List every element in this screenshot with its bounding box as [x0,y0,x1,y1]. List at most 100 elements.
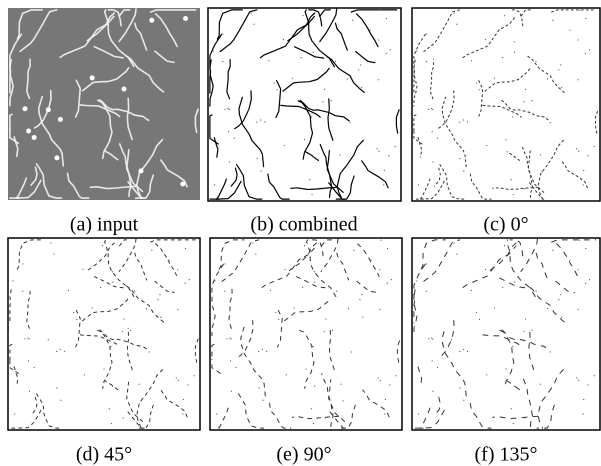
speck [285,374,287,376]
neurite [527,285,565,323]
speck [512,116,514,118]
speck [577,308,579,310]
image-border [7,237,201,431]
speck [470,289,472,292]
speck [390,279,392,281]
speck [539,383,542,385]
neurite [328,327,335,371]
neurite [149,9,197,13]
speck [470,60,472,62]
speck [349,122,351,124]
speck [323,330,325,333]
neurite [501,329,551,351]
speck [388,155,390,157]
neurite [155,243,178,277]
neurite [420,239,446,270]
speck [302,15,304,17]
speck [531,100,533,102]
neurite [236,164,263,200]
speck [478,318,480,320]
speck [322,101,324,103]
speck [108,408,110,410]
speck [377,39,380,41]
speck [376,148,378,150]
speck [330,100,332,102]
speck [230,338,232,340]
speck [292,77,294,79]
panel-image [8,8,200,200]
neurite [209,180,242,200]
speck [312,51,314,53]
speck [275,311,277,314]
speck [588,279,591,281]
panel-image [412,8,600,201]
neurite [89,185,138,190]
speck [121,330,123,333]
speck [310,116,313,118]
neurite [434,167,441,187]
speck [262,399,264,401]
neurite [211,358,221,374]
neurite [434,396,441,416]
speck [475,82,478,84]
speck [222,60,224,63]
speck [466,350,469,352]
neurite [299,99,350,122]
neurite [234,90,252,130]
speck [369,29,371,31]
speck [560,64,562,66]
speck [379,9,381,11]
neurite [211,343,215,361]
speck [588,49,591,51]
speck [47,339,49,341]
neurite [462,245,517,288]
speck [27,360,30,362]
speck [91,307,93,309]
neurite [396,338,401,363]
speck [478,89,480,91]
neurite [482,334,522,347]
speck [224,108,226,110]
neurite [216,9,243,40]
neurite [417,366,423,387]
speck [450,109,453,111]
speck [111,271,114,273]
speck [578,9,581,11]
speck [394,145,396,148]
neurite [38,95,65,167]
speck [148,351,150,353]
neurite [469,173,492,200]
speck [360,87,363,89]
speck [383,169,385,171]
speck [378,150,380,152]
neurite [269,402,292,429]
speck [525,88,527,90]
neurite [9,343,13,361]
neurite [118,9,131,17]
panel: (a) input [8,8,200,236]
neurite [219,9,258,53]
neurite [125,55,165,93]
panel-image [412,238,600,430]
speck [342,400,344,402]
speck [347,308,350,310]
neurite [261,245,317,288]
neurite [135,138,164,199]
neurite [350,9,398,13]
speck [293,307,295,309]
speck [138,383,140,385]
neurite [527,55,565,93]
speck [214,280,216,282]
neurite [126,97,133,141]
neurite [16,9,43,40]
neurite [13,366,19,387]
neurite [506,239,536,297]
speck [24,338,26,340]
neurite [527,150,545,193]
speck [140,400,142,402]
speck [235,366,237,369]
neurite [327,98,334,141]
speck [524,417,526,419]
speck [33,366,35,369]
speck [226,338,228,340]
